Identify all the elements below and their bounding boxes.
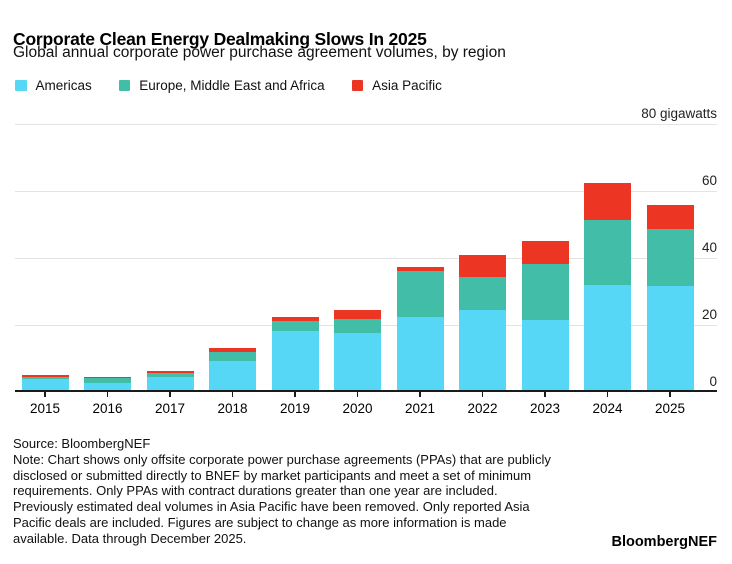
legend-label: Europe, Middle East and Africa (139, 78, 325, 93)
chart-title: Corporate Clean Energy Dealmaking Slows … (13, 28, 427, 49)
bar-segment-2022-europe-middle-east-and-africa (459, 277, 506, 311)
y-axis-label-40: 40 (701, 240, 717, 255)
bar-segment-2016-asia-pacific (84, 377, 131, 378)
bar-segment-2015-europe-middle-east-and-africa (21, 376, 69, 379)
x-axis-label-2017: 2017 (154, 401, 186, 416)
x-axis-label-2016: 2016 (92, 401, 123, 416)
y-axis-label-0: 0 (709, 374, 717, 389)
x-tick-2023 (544, 392, 546, 397)
bar-segment-2016-europe-middle-east-and-africa (84, 377, 131, 383)
legend-swatch-europe-middle-east-and-africa (118, 79, 131, 92)
y-axis-label-20: 20 (701, 307, 717, 322)
legend-item-europe-middle-east-and-africa: Europe, Middle East and Africa (118, 78, 325, 93)
bar-segment-2022-asia-pacific (459, 255, 506, 278)
chart-plot-area: 0 20 40 60 80 gigawatts 2015 2016 2017 2018 2019 2… (15, 106, 717, 416)
x-tick-2021 (419, 392, 421, 397)
bar-segment-2025-asia-pacific (646, 205, 694, 229)
bar-segment-2023-europe-middle-east-and-africa (521, 264, 569, 320)
bar-segment-2015-asia-pacific (21, 375, 69, 377)
chart-subtitle: Global annual corporate power purchase a… (13, 44, 506, 61)
gridline-80 (15, 124, 717, 125)
legend-swatch-asia-pacific (351, 79, 364, 92)
source-line: Source: BloombergNEF (13, 436, 151, 451)
x-tick-2015 (44, 392, 46, 397)
bar-segment-2016-americas (84, 382, 131, 392)
bar-segment-2022-americas (459, 310, 506, 392)
x-axis-line (15, 390, 717, 392)
bar-segment-2021-asia-pacific (396, 266, 444, 272)
bar-segment-2019-americas (271, 330, 319, 392)
bar-segment-2018-americas (209, 360, 256, 392)
bar-segment-2021-americas (396, 316, 444, 392)
bar-segment-2023-asia-pacific (521, 240, 569, 265)
bar-segment-2019-europe-middle-east-and-africa (271, 320, 319, 331)
note-line: Previously estimated deal volumes in Asi… (13, 499, 530, 515)
y-axis-label-80: 80 gigawatts (641, 106, 717, 121)
bar-segment-2020-europe-middle-east-and-africa (334, 319, 381, 333)
x-tick-2024 (606, 392, 609, 397)
bar-segment-2017-americas (146, 376, 194, 392)
gridline-40 (15, 258, 717, 259)
note-text: Note: Chart shows only offsite corporate… (13, 452, 551, 547)
bar-segment-2018-asia-pacific (209, 348, 256, 353)
note-line: Pacific deals are included. Figures are … (13, 514, 507, 530)
bar-segment-2023-americas (521, 319, 569, 392)
x-axis-label-2025: 2025 (654, 401, 686, 416)
legend-label: Americas (35, 78, 92, 93)
x-tick-2022 (481, 392, 484, 397)
bar-segment-2015-americas (21, 378, 69, 392)
bar-segment-2024-europe-middle-east-and-africa (584, 219, 631, 285)
bar-segment-2018-europe-middle-east-and-africa (209, 352, 256, 361)
legend-item-americas: Americas (15, 78, 92, 93)
note-line: disclosed or submitted directly to BNEF … (13, 467, 532, 483)
bar-segment-2017-asia-pacific (146, 370, 194, 373)
note-line: requirements. Only PPAs with contract du… (13, 483, 498, 499)
y-axis-label-60: 60 (701, 173, 717, 188)
legend-swatch-americas (15, 79, 27, 92)
x-tick-2016 (106, 392, 109, 397)
bar-segment-2024-asia-pacific (584, 182, 631, 220)
x-axis-label-2024: 2024 (592, 401, 623, 416)
bar-segment-2017-europe-middle-east-and-africa (146, 372, 194, 377)
x-tick-2020 (356, 392, 359, 397)
x-axis-label-2020: 2020 (342, 401, 373, 416)
bar-segment-2024-americas (584, 284, 631, 392)
x-tick-2017 (169, 392, 171, 397)
x-tick-2018 (231, 392, 234, 397)
bar-segment-2025-americas (646, 285, 694, 392)
note-line: Note: Chart shows only offsite corporate… (13, 451, 551, 467)
note-line: available. Data through December 2025. (13, 530, 247, 546)
x-tick-2025 (669, 392, 671, 397)
x-axis-label-2022: 2022 (467, 401, 498, 416)
chart-footer: Source: BloombergNEF Note: Chart shows o… (13, 436, 551, 547)
x-axis-label-2023: 2023 (529, 401, 561, 416)
x-axis-label-2019: 2019 (279, 401, 311, 416)
legend-item-asia-pacific: Asia Pacific (351, 78, 442, 93)
gridline-60 (15, 191, 717, 192)
bar-segment-2021-europe-middle-east-and-africa (396, 271, 444, 317)
legend-label: Asia Pacific (372, 78, 442, 93)
bar-segment-2019-asia-pacific (271, 317, 319, 321)
x-axis-label-2015: 2015 (29, 401, 61, 416)
x-axis-label-2018: 2018 (217, 401, 248, 416)
bar-segment-2020-americas (334, 332, 381, 392)
legend: Americas Europe, Middle East and Africa As… (15, 78, 469, 93)
bar-segment-2025-europe-middle-east-and-africa (646, 228, 694, 286)
brand-logo: BloombergNEF (611, 534, 717, 550)
x-tick-2019 (294, 392, 296, 397)
x-axis-label-2021: 2021 (404, 401, 436, 416)
bar-segment-2020-asia-pacific (334, 309, 381, 320)
